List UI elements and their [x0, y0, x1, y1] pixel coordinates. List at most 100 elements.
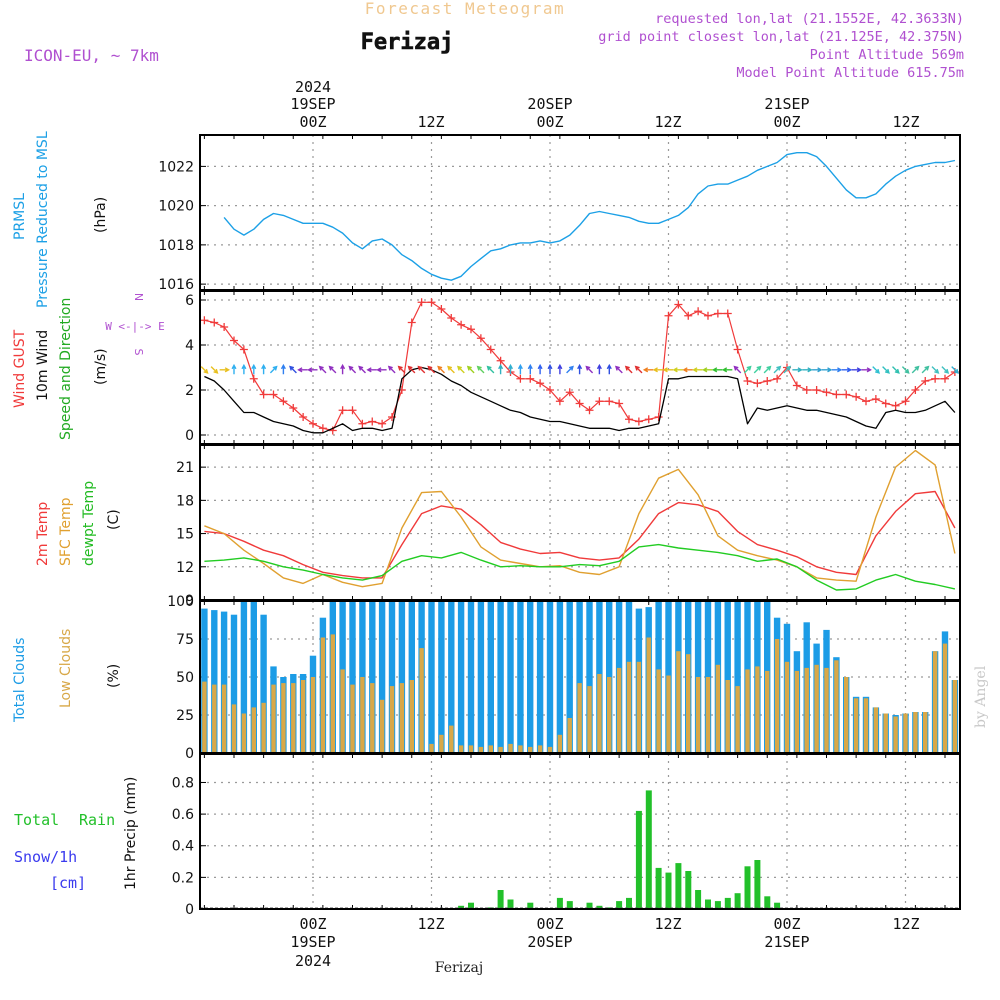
wind-arrow	[318, 365, 327, 374]
gust-point	[279, 397, 288, 406]
gust-point	[348, 406, 357, 415]
low-cloud-bar	[616, 667, 622, 753]
low-cloud-bar	[261, 702, 266, 753]
gust-point	[733, 345, 742, 354]
precip-bar	[675, 863, 682, 909]
precip-bar	[527, 902, 534, 909]
wind-arrow	[921, 365, 930, 374]
wind-arrow	[269, 365, 278, 374]
wind-arrow	[340, 363, 346, 375]
wind-arrow	[911, 365, 920, 374]
low-cloud-bar	[765, 670, 770, 753]
total-cloud-bar	[220, 611, 228, 753]
gust-point	[654, 413, 663, 421]
gust-point	[792, 381, 801, 390]
total-clouds-label: Total Clouds	[12, 638, 28, 723]
gust-point	[447, 314, 456, 322]
gust-point	[743, 377, 752, 385]
compass-n: N	[132, 293, 145, 301]
total-cloud-bar	[250, 601, 257, 753]
low-cloud-bar	[409, 680, 414, 753]
gust-point	[595, 397, 604, 406]
y-tick-label: 1018	[158, 238, 194, 254]
y-tick-label: 9	[185, 593, 194, 609]
wind-label: 10m Wind	[35, 330, 51, 401]
low-cloud-bar	[883, 713, 888, 753]
wind-arrow	[743, 365, 752, 374]
low-cloud-bar	[231, 704, 237, 753]
wind-arrow	[407, 365, 416, 374]
low-cloud-bar	[626, 661, 632, 753]
precip-rain-label: Rain	[79, 811, 115, 829]
total-cloud-bar	[527, 601, 534, 753]
gust-point	[822, 388, 831, 397]
pressure-line	[223, 151, 956, 281]
wind-arrow	[486, 365, 495, 374]
precip-bar	[645, 790, 652, 909]
total-cloud-bar	[724, 601, 731, 753]
sfc-temp-label: SFC Temp	[58, 497, 74, 566]
panel-frame	[199, 134, 961, 291]
pressure-unit: (hPa)	[93, 197, 109, 233]
wind-arrow	[348, 365, 357, 374]
y-tick-label: 0.2	[172, 870, 194, 886]
low-cloud-bar	[320, 637, 326, 753]
wind-arrow	[763, 365, 772, 374]
bottom-hour-label: 00Z	[299, 915, 326, 933]
wind-arrow	[773, 365, 782, 374]
dewpt-line	[204, 543, 956, 591]
gust-point	[842, 390, 851, 399]
gust-point	[941, 374, 949, 383]
compass-s: S	[132, 349, 145, 356]
wind-arrow	[841, 367, 853, 373]
gust-point	[407, 318, 416, 327]
low-cloud-bar	[488, 745, 493, 753]
gust-point	[911, 386, 920, 394]
gust-point	[378, 419, 387, 428]
low-cloud-bar	[370, 683, 375, 753]
wind-arrow	[721, 367, 733, 373]
total-cloud-bar	[378, 601, 386, 753]
wind-arrow	[783, 365, 792, 374]
total-cloud-bar	[546, 601, 554, 753]
gust-point	[763, 377, 772, 385]
y-tick-label: 100	[167, 594, 194, 610]
gust-label: Wind GUST	[12, 329, 28, 408]
low-cloud-bar	[291, 683, 296, 753]
wind-arrow	[642, 367, 654, 373]
low-cloud-bar	[567, 718, 572, 753]
low-cloud-bar	[547, 746, 553, 753]
y-tick-label: 15	[176, 527, 194, 543]
low-cloud-bar	[577, 683, 582, 753]
low-cloud-bar	[834, 660, 839, 753]
total-cloud-bar	[517, 601, 524, 753]
pressure-label-2: Pressure Reduced to MSL	[35, 131, 51, 308]
total-cloud-bar	[536, 601, 544, 753]
bottom-day-label-2: 20SEP	[527, 933, 572, 951]
gust-point	[318, 424, 327, 433]
low-cloud-bar	[251, 707, 256, 753]
wind-arrow	[624, 365, 633, 374]
gust-point	[269, 390, 278, 399]
wind-arrow	[397, 365, 406, 374]
wind-arrow	[753, 365, 762, 374]
y-tick-label: 21	[176, 460, 194, 476]
low-cloud-bar	[458, 745, 464, 753]
top-hour-label: 00Z	[299, 113, 326, 131]
precip-bar	[635, 810, 642, 909]
wind-arrow	[822, 367, 833, 373]
low-cloud-bar	[893, 716, 898, 753]
y-tick-label: 50	[176, 670, 194, 686]
gust-point	[901, 397, 910, 406]
gust-point	[457, 320, 466, 329]
total-cloud-bar	[398, 601, 406, 753]
gust-point	[634, 417, 643, 426]
gust-point	[753, 379, 762, 388]
low-cloud-bar	[646, 637, 651, 753]
total-cloud-bar	[457, 601, 465, 753]
gust-point	[516, 374, 525, 383]
wind-arrow	[872, 366, 881, 374]
wind-arrow	[577, 363, 583, 375]
gust-point	[931, 374, 940, 383]
